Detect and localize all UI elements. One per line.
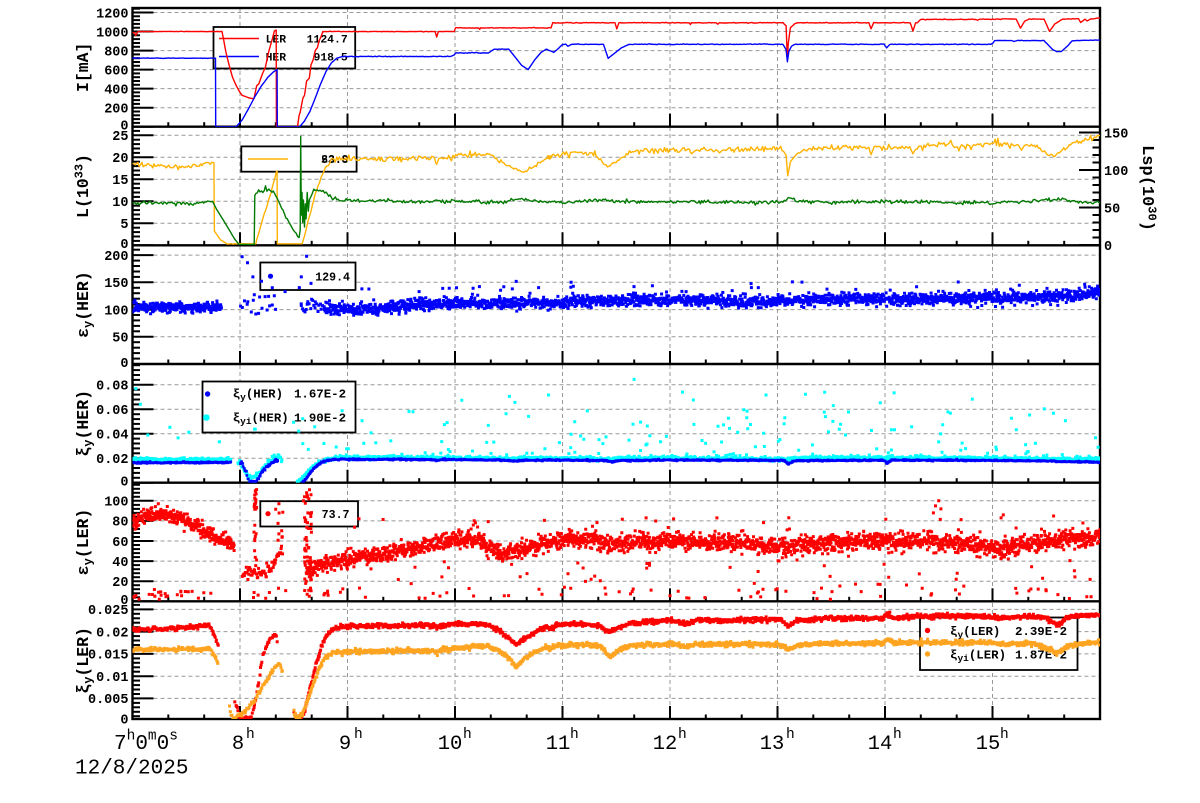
svg-text:0: 0	[1104, 240, 1112, 255]
svg-text:1000: 1000	[96, 26, 128, 41]
svg-text:14: 14	[868, 733, 893, 756]
svg-text:0: 0	[120, 476, 128, 491]
svg-text:0.08: 0.08	[96, 380, 128, 395]
svg-text:0.015: 0.015	[88, 649, 129, 664]
svg-text:L(1033): L(1033)	[73, 154, 94, 218]
svg-text:h: h	[1000, 727, 1009, 743]
svg-text:0: 0	[120, 120, 128, 135]
svg-text:0.06: 0.06	[96, 404, 128, 419]
svg-text:150: 150	[1104, 127, 1128, 142]
svg-text:1.90E-2: 1.90E-2	[294, 412, 346, 426]
svg-text:73.7: 73.7	[322, 509, 350, 522]
svg-text:I[mA]: I[mA]	[74, 43, 93, 93]
svg-text:20: 20	[112, 576, 128, 591]
svg-text:ξy(LER): ξy(LER)	[74, 627, 96, 694]
svg-text:200: 200	[104, 250, 128, 265]
svg-text:600: 600	[104, 64, 128, 79]
svg-text:25: 25	[112, 130, 128, 145]
svg-text:100: 100	[1104, 165, 1128, 180]
svg-text:11: 11	[546, 733, 571, 756]
svg-text:100: 100	[104, 496, 128, 511]
svg-text:h: h	[786, 727, 795, 743]
svg-text:0.025: 0.025	[88, 604, 129, 619]
svg-text:13: 13	[760, 733, 785, 756]
svg-text:0: 0	[120, 238, 128, 253]
svg-text:ξy(HER): ξy(HER)	[74, 390, 96, 457]
svg-text:50: 50	[1104, 202, 1120, 217]
svg-text:2.39E-2: 2.39E-2	[1015, 625, 1067, 639]
svg-text:0: 0	[120, 357, 128, 372]
svg-text:1.67E-2: 1.67E-2	[294, 387, 346, 401]
svg-text:129.4: 129.4	[315, 271, 350, 284]
svg-text:40: 40	[112, 556, 128, 571]
svg-text:h: h	[246, 727, 255, 743]
svg-text:1200: 1200	[96, 7, 128, 22]
svg-text:15: 15	[976, 733, 1001, 756]
svg-text:7h0m0s: 7h0m0s	[114, 729, 178, 757]
svg-text:0.04: 0.04	[96, 429, 128, 444]
svg-text:150: 150	[104, 277, 128, 292]
svg-text:12: 12	[653, 733, 678, 756]
svg-text:h: h	[893, 727, 902, 743]
svg-text:0.02: 0.02	[96, 626, 128, 641]
svg-text:εy(LER): εy(LER)	[74, 509, 96, 576]
svg-text:ξyi(HER): ξyi(HER)	[233, 412, 289, 428]
svg-text:0: 0	[120, 594, 128, 609]
svg-text:ξy(LER): ξy(LER)	[950, 625, 1000, 641]
svg-text:h: h	[463, 727, 472, 743]
svg-text:h: h	[678, 727, 687, 743]
svg-text:918.5: 918.5	[314, 53, 348, 65]
svg-text:50: 50	[112, 332, 128, 347]
svg-text:ξy(HER): ξy(HER)	[233, 387, 283, 403]
svg-text:0.01: 0.01	[96, 671, 128, 686]
svg-text:20: 20	[112, 152, 128, 167]
svg-text:10: 10	[438, 733, 463, 756]
svg-text:0: 0	[120, 714, 128, 729]
svg-text:h: h	[570, 727, 579, 743]
svg-text:5: 5	[120, 218, 128, 233]
svg-text:200: 200	[104, 103, 128, 118]
svg-text:12/8/2025: 12/8/2025	[75, 758, 188, 781]
svg-text:100: 100	[104, 304, 128, 319]
svg-text:1124.7: 1124.7	[307, 35, 348, 47]
svg-text:60: 60	[112, 536, 128, 551]
svg-text:15: 15	[112, 174, 128, 189]
svg-text:0.005: 0.005	[88, 693, 129, 708]
svg-text:9: 9	[339, 733, 351, 756]
svg-text:ξyi(LER): ξyi(LER)	[950, 648, 1006, 664]
svg-text:10: 10	[112, 196, 128, 211]
svg-text:0.02: 0.02	[96, 453, 128, 468]
svg-text:εy(HER): εy(HER)	[74, 271, 96, 338]
svg-text:80: 80	[112, 516, 128, 531]
svg-text:800: 800	[104, 45, 128, 60]
svg-text:8: 8	[232, 733, 244, 756]
svg-text:h: h	[354, 727, 363, 743]
svg-text:400: 400	[104, 83, 128, 98]
